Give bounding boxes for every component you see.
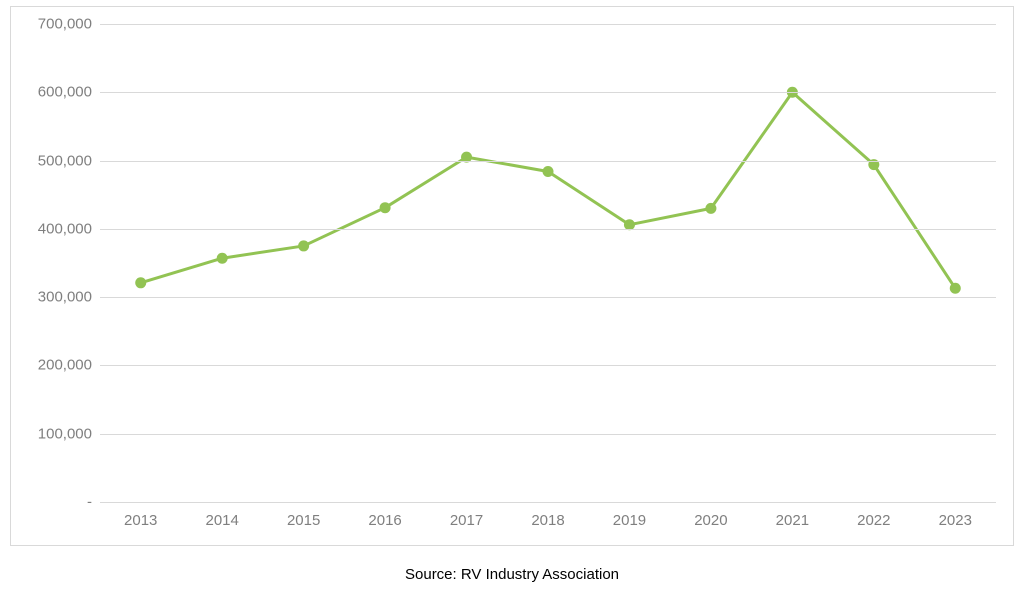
y-tick-label: 500,000 [38, 152, 100, 169]
gridline [100, 161, 996, 162]
y-tick-label: 200,000 [38, 357, 100, 374]
x-tick-label: 2014 [205, 502, 238, 529]
x-tick-label: 2022 [857, 502, 890, 529]
data-line [141, 92, 956, 288]
x-tick-label: 2017 [450, 502, 483, 529]
gridline [100, 92, 996, 93]
y-tick-label: 100,000 [38, 425, 100, 442]
y-tick-label: 700,000 [38, 16, 100, 33]
data-marker [217, 253, 228, 264]
x-tick-label: 2020 [694, 502, 727, 529]
y-tick-label: - [87, 494, 100, 511]
x-tick-label: 2013 [124, 502, 157, 529]
data-marker [380, 202, 391, 213]
y-tick-label: 300,000 [38, 289, 100, 306]
data-marker [950, 283, 961, 294]
source-attribution: Source: RV Industry Association [0, 566, 1024, 583]
data-marker [135, 277, 146, 288]
gridline [100, 434, 996, 435]
line-chart-svg [100, 24, 996, 502]
gridline [100, 24, 996, 25]
data-marker [705, 203, 716, 214]
x-tick-label: 2019 [613, 502, 646, 529]
gridline [100, 297, 996, 298]
x-tick-label: 2023 [939, 502, 972, 529]
data-marker [543, 166, 554, 177]
x-tick-label: 2021 [776, 502, 809, 529]
y-tick-label: 600,000 [38, 84, 100, 101]
gridline [100, 229, 996, 230]
data-marker [298, 240, 309, 251]
gridline [100, 365, 996, 366]
x-tick-label: 2018 [531, 502, 564, 529]
plot-area: -100,000200,000300,000400,000500,000600,… [100, 24, 996, 502]
x-tick-label: 2015 [287, 502, 320, 529]
x-tick-label: 2016 [368, 502, 401, 529]
y-tick-label: 400,000 [38, 220, 100, 237]
